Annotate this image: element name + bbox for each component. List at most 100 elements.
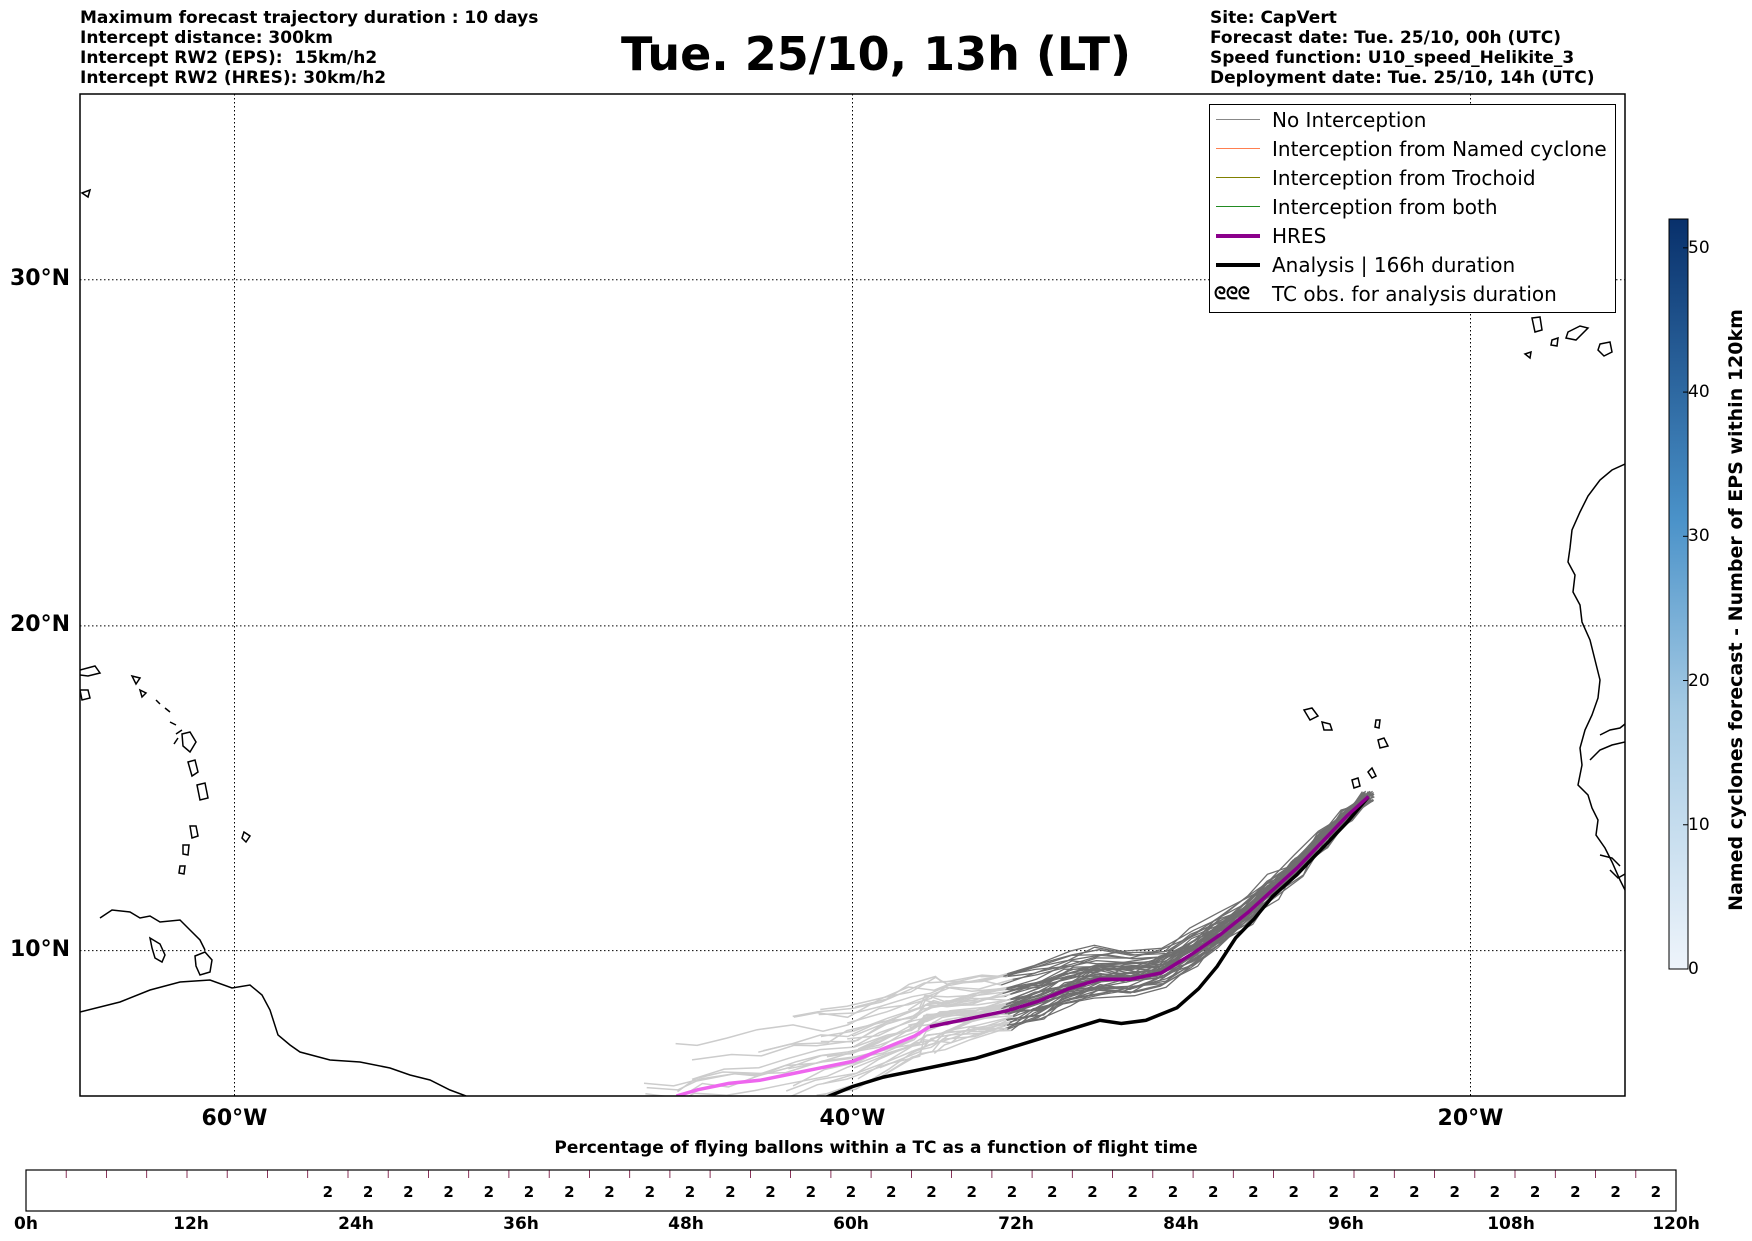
eps-trajectory-early: [1004, 800, 1371, 1014]
eps-trajectory-early: [1010, 799, 1370, 996]
coastline-africa: [1567, 463, 1625, 891]
time-bar-cell-value: 2: [403, 1183, 413, 1201]
coastline-antilles-7: [241, 830, 252, 844]
eps-trajectory-late: [646, 1006, 1004, 1091]
legend-label: No Interception: [1272, 108, 1427, 132]
legend-label: Interception from both: [1272, 195, 1498, 219]
time-label: 24h: [338, 1214, 374, 1234]
eps-trajectory-late: [908, 1003, 1007, 1026]
coastline-ne-islands: [80, 188, 92, 199]
coastline-south-america: [80, 979, 467, 1096]
page-title: Tue. 25/10, 13h (LT): [621, 27, 1131, 81]
time-label: 108h: [1487, 1214, 1535, 1234]
lon-tick-label: 40°W: [819, 1106, 886, 1131]
time-bar-cell-value: 2: [645, 1183, 655, 1201]
time-label: 48h: [668, 1214, 704, 1234]
eps-trajectory-late: [853, 1012, 1005, 1069]
eps-trajectory-late: [927, 992, 1003, 1008]
coastline-aruba: [99, 909, 206, 951]
time-bar-cell-value: 2: [1490, 1183, 1500, 1201]
eps-trajectory-late: [792, 974, 1006, 1018]
lat-tick-label: 30°N: [10, 265, 71, 291]
colorbar-tick-label: 50: [1688, 237, 1710, 258]
colorbar-tick-label: 0: [1688, 959, 1699, 979]
eps-trajectory-late: [820, 993, 1011, 1043]
eps-trajectory-late: [846, 978, 1013, 1024]
time-bar-cell-value: 2: [1610, 1183, 1620, 1201]
info-site: Site: CapVert: [1210, 8, 1337, 28]
info-forecast-date: Forecast date: Tue. 25/10, 00h (UTC): [1210, 28, 1561, 48]
time-label: 84h: [1163, 1214, 1199, 1234]
time-bar-cell-value: 2: [1208, 1183, 1218, 1201]
eps-trajectory-late: [857, 1015, 1014, 1080]
info-intercept-eps: Intercept RW2 (EPS): 15km/h2: [80, 48, 378, 68]
eps-trajectory-late: [847, 998, 1011, 1040]
eps-trajectory-late: [818, 973, 1012, 1016]
time-bar-cell-value: 2: [765, 1183, 775, 1201]
time-label: 0h: [14, 1214, 38, 1234]
coastline-antilles-5: [182, 844, 190, 856]
hres-trajectory-late: [675, 1025, 931, 1096]
time-bar-cell-value: 2: [926, 1183, 936, 1201]
legend-label: HRES: [1272, 224, 1327, 248]
legend-item-both: Interception from both: [1210, 193, 1615, 222]
eps-trajectory-late: [645, 1011, 1009, 1096]
time-bar-cell-value: 2: [604, 1183, 614, 1201]
hres-trajectory: [929, 795, 1370, 1029]
coastline-cape-verde: [1302, 707, 1390, 789]
colorbar-label: Named cyclones forecast - Number of EPS …: [1725, 309, 1747, 911]
eps-trajectory-early: [1007, 800, 1368, 1030]
time-bar-cell-value: 2: [1127, 1183, 1137, 1201]
colorbar-tick-label: 20: [1688, 670, 1710, 691]
info-intercept-distance: Intercept distance: 300km: [80, 28, 333, 48]
time-bar-cell-value: 2: [725, 1183, 735, 1201]
eps-trajectory-late: [792, 1009, 1012, 1087]
analysis-trajectory: [824, 795, 1370, 1096]
eps-trajectory-early: [1005, 790, 1367, 1020]
coastline-antilles-1: [181, 731, 197, 754]
legend-swatch: [1216, 234, 1260, 238]
time-bar-title: Percentage of flying ballons within a TC…: [554, 1138, 1198, 1158]
time-bar-frame: [25, 1169, 1677, 1212]
lat-tick-label: 10°N: [10, 936, 71, 962]
legend-label: Analysis | 166h duration: [1272, 253, 1516, 277]
map-grid: [80, 94, 1625, 1096]
time-bar-cell-value: 2: [685, 1183, 695, 1201]
time-bar-cell-value: 2: [1329, 1183, 1339, 1201]
time-bar-cell-value: 2: [1007, 1183, 1017, 1201]
coastline-antilles-3: [196, 782, 209, 801]
coastline-puerto-rico: [80, 665, 102, 677]
legend-swatch: [1216, 148, 1260, 149]
legend-label: Interception from Trochoid: [1272, 166, 1536, 190]
eps-trajectory-early: [1000, 791, 1369, 986]
colorbar-tick-label: 10: [1688, 814, 1710, 835]
legend: No Interception Interception from Named …: [1209, 104, 1616, 313]
time-bar-cell-value: 2: [363, 1183, 373, 1201]
time-bar-cell-value: 2: [1449, 1183, 1459, 1201]
coastline-antilles-6: [178, 865, 186, 875]
time-bar-cell-value: 2: [846, 1183, 856, 1201]
info-speed-function: Speed function: U10_speed_Helikite_3: [1210, 48, 1575, 68]
eps-trajectory-late: [782, 1026, 1008, 1096]
coastline-venezuela-islands: [148, 936, 166, 964]
time-bar: 2 2 2 2 2 2 2 2 2 2 2 2 2 2 2 2 2 2 2 2 2 2 2 2 2 2 2 2 2 2 2 2 2 2: [25, 1169, 1677, 1212]
time-bar-cell-value: 2: [443, 1183, 453, 1201]
time-label: 12h: [173, 1214, 209, 1234]
time-bar-cell-value: 2: [1168, 1183, 1178, 1201]
legend-item-hres: HRES: [1210, 222, 1615, 251]
eps-trajectory-early: [1006, 800, 1365, 1015]
coastline-antilles-2: [187, 759, 199, 778]
time-bar-cell-value: 2: [524, 1183, 534, 1201]
time-bar-cell-value: 2: [806, 1183, 816, 1201]
legend-label: Interception from Named cyclone: [1272, 137, 1607, 161]
time-bar-cell-value: 2: [1047, 1183, 1057, 1201]
time-label: 72h: [998, 1214, 1034, 1234]
legend-item-named-cyclone: Interception from Named cyclone: [1210, 135, 1615, 164]
lat-tick-label: 20°N: [10, 611, 71, 637]
legend-label: TC obs. for analysis duration: [1272, 282, 1557, 306]
time-label: 120h: [1652, 1214, 1700, 1234]
time-bar-cell-value: 2: [323, 1183, 333, 1201]
eps-trajectory-late: [909, 1007, 1002, 1029]
time-label: 60h: [833, 1214, 869, 1234]
